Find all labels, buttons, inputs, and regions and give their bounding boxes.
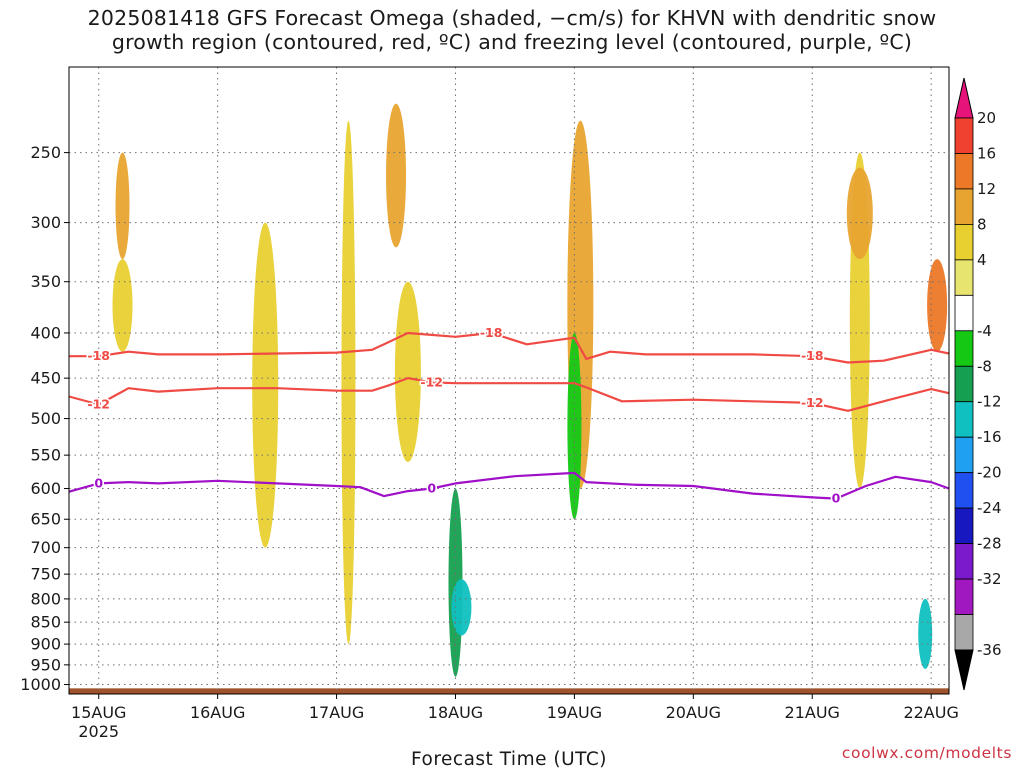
grid-lines: [69, 67, 949, 694]
colorbar-swatch: [954, 507, 974, 544]
x-year-label: 2025: [78, 722, 119, 741]
x-tick-label: 16AUG: [190, 703, 245, 722]
colorbar-swatch: [954, 401, 974, 438]
y-tick-label: 750: [30, 565, 61, 584]
colorbar-label: -4: [977, 322, 992, 340]
colorbar-label: 8: [977, 215, 987, 233]
x-tick-label: 19AUG: [547, 703, 602, 722]
colorbar-swatch: [954, 614, 974, 651]
x-axis-title: Forecast Time (UTC): [411, 749, 607, 768]
colorbar-label: -32: [977, 570, 1002, 588]
y-tick-label: 400: [30, 323, 61, 342]
colorbar-label: -12: [977, 393, 1002, 411]
colorbar-top-arrow: [954, 77, 974, 119]
colorbar: 20 16 12 8 4 -4 -8 -12 -16 -20 -24 -28 -32 -36: [954, 77, 1002, 691]
colorbar-label: -36: [977, 641, 1002, 659]
colorbar-swatch: [954, 365, 974, 403]
y-tick-label: 350: [30, 272, 61, 291]
omega-region: [918, 598, 933, 669]
colorbar-swatch: [954, 259, 974, 296]
y-tick-label: 450: [30, 369, 61, 388]
contour-line: [68, 377, 950, 412]
y-tick-labels: 250 300 350 400 450 500 550 600 650 700 750 800 850 9…: [20, 143, 69, 694]
plot-frame: [68, 66, 950, 695]
omega-region: [927, 259, 948, 352]
colorbar-label: -16: [977, 428, 1002, 446]
y-tick-label: 500: [30, 409, 61, 428]
contour-label: 0: [832, 491, 841, 506]
colorbar-label: 4: [977, 251, 987, 269]
colorbar-swatch: [954, 188, 974, 225]
colorbar-swatch: [954, 543, 974, 580]
contour-label: -12: [87, 397, 110, 412]
contour-line: [68, 471, 950, 500]
omega-region: [112, 259, 133, 352]
contours: -18 -18 -18 -12 -12 -12 0 0 0: [68, 323, 950, 507]
y-tick-label: 300: [30, 213, 61, 232]
colorbar-swatch: [954, 117, 974, 154]
colorbar-label: -28: [977, 535, 1002, 553]
colorbar-label: -20: [977, 464, 1002, 482]
credit-text[interactable]: coolwx.com/modelts: [841, 744, 1012, 762]
x-tick-labels: 15AUG 16AUG 17AUG 18AUG 19AUG 20AUG 21AUG 22AUG…: [71, 694, 959, 741]
colorbar-label: 12: [977, 180, 996, 198]
omega-region: [846, 167, 873, 260]
x-tick-label: 18AUG: [428, 703, 483, 722]
chart-title-line-2: growth region (contoured, red, ºC) and f…: [111, 30, 913, 54]
y-tick-label: 1000: [20, 675, 61, 694]
y-tick-label: 950: [30, 655, 61, 674]
colorbar-bottom-arrow: [954, 649, 974, 691]
x-tick-label: 22AUG: [903, 703, 958, 722]
omega-shading: [112, 103, 948, 677]
colorbar-swatch: [954, 294, 974, 332]
plot-background: [69, 67, 949, 694]
colorbar-swatch: [954, 153, 974, 190]
colorbar-swatch: [954, 223, 974, 261]
contour-label: 0: [427, 481, 436, 496]
colorbar-swatch: [954, 330, 974, 367]
x-tick-label: 17AUG: [309, 703, 364, 722]
chart-title: 2025081418 GFS Forecast Omega (shaded, −…: [0, 6, 1024, 54]
colorbar-label: 16: [977, 144, 996, 162]
contour-label: -12: [420, 374, 443, 389]
x-tick-label: 21AUG: [785, 703, 840, 722]
y-tick-label: 600: [30, 479, 61, 498]
y-tick-label: 700: [30, 538, 61, 557]
omega-region: [115, 152, 130, 260]
y-tick-label: 550: [30, 446, 61, 465]
omega-region: [394, 281, 421, 463]
omega-region: [451, 579, 472, 636]
colorbar-label: 20: [977, 109, 996, 127]
contour-label: -18: [87, 348, 110, 363]
x-tick-label: 15AUG: [71, 703, 126, 722]
contour-label: -18: [480, 325, 503, 340]
ground-band: [69, 688, 949, 694]
chart-title-line-1: 2025081418 GFS Forecast Omega (shaded, −…: [87, 6, 937, 30]
contour-label: -18: [801, 348, 824, 363]
y-tick-label: 650: [30, 510, 61, 529]
omega-region: [386, 103, 407, 248]
colorbar-label: -8: [977, 357, 992, 375]
colorbar-swatch: [954, 436, 974, 474]
colorbar-swatch: [954, 472, 974, 509]
contour-label: -12: [801, 395, 824, 410]
colorbar-swatch: [954, 578, 974, 615]
y-tick-label: 850: [30, 613, 61, 632]
colorbar-label: -24: [977, 499, 1002, 517]
y-tick-label: 900: [30, 635, 61, 654]
y-tick-label: 250: [30, 143, 61, 162]
x-tick-label: 20AUG: [666, 703, 721, 722]
contour-line: [69, 331, 950, 364]
y-tick-label: 800: [30, 589, 61, 608]
contour-label: 0: [94, 475, 103, 490]
omega-region: [252, 222, 279, 548]
omega-region: [341, 120, 356, 645]
